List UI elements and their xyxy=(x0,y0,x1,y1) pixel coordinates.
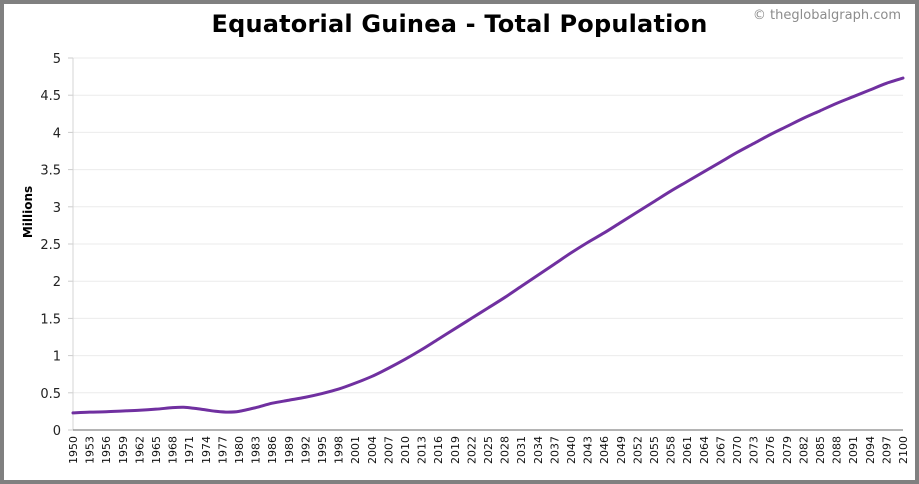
x-tick-label: 1959 xyxy=(117,436,130,464)
x-tick-label: 2052 xyxy=(631,436,644,464)
x-tick-label: 2064 xyxy=(698,436,711,464)
x-tick-label: 1956 xyxy=(100,436,113,464)
x-tick-label: 2070 xyxy=(731,436,744,464)
x-tick-label: 2061 xyxy=(681,436,694,464)
x-tick-label: 2001 xyxy=(349,436,362,464)
x-tick-label: 2049 xyxy=(615,436,628,464)
x-tick-label: 1962 xyxy=(133,436,146,464)
x-tick-label: 2031 xyxy=(515,436,528,464)
x-tick-label: 2088 xyxy=(831,436,844,464)
y-tick-label: 2.5 xyxy=(40,238,61,253)
x-tick-label: 2058 xyxy=(665,436,678,464)
x-tick-label: 1998 xyxy=(333,436,346,464)
x-tick-label: 2073 xyxy=(748,436,761,464)
x-tick-label: 2046 xyxy=(598,436,611,464)
x-tick-label: 1995 xyxy=(316,436,329,464)
x-tick-label: 1953 xyxy=(84,436,97,464)
x-tick-label: 1983 xyxy=(250,436,263,464)
x-tick-label: 2004 xyxy=(366,436,379,464)
y-tick-label: 4.5 xyxy=(40,89,61,104)
x-tick-label: 1989 xyxy=(283,436,296,464)
x-tick-label: 2067 xyxy=(714,436,727,464)
x-tick-label: 1950 xyxy=(67,436,80,464)
y-tick-label: 0 xyxy=(53,424,61,439)
x-axis-ticks: 1950 1953 1956 1959 1962 1965 1968 1971 1974 1977… xyxy=(67,436,910,464)
x-tick-label: 2079 xyxy=(781,436,794,464)
x-tick-label: 2094 xyxy=(864,436,877,464)
x-tick-label: 2085 xyxy=(814,436,827,464)
x-tick-label: 2082 xyxy=(797,436,810,464)
y-tick-label: 5 xyxy=(53,52,61,67)
x-tick-label: 2007 xyxy=(382,436,395,464)
gridlines xyxy=(73,57,903,394)
x-tick-label: 2097 xyxy=(880,436,893,464)
y-tick-label: 1.5 xyxy=(40,312,61,327)
x-tick-label: 2034 xyxy=(532,436,545,464)
y-tick-label: 3 xyxy=(53,201,61,216)
population-line xyxy=(71,76,905,415)
x-tick-label: 1980 xyxy=(233,436,246,464)
x-tick-label: 1965 xyxy=(150,436,163,464)
chart-title: Equatorial Guinea - Total Population xyxy=(211,10,708,38)
x-tick-label: 2043 xyxy=(582,436,595,464)
x-tick-label: 2091 xyxy=(847,436,860,464)
y-tick-label: 1 xyxy=(53,350,61,365)
y-tick-label: 4 xyxy=(53,126,61,141)
x-tick-label: 2025 xyxy=(482,436,495,464)
x-tick-label: 2100 xyxy=(897,436,910,464)
x-tick-label: 2055 xyxy=(648,436,661,464)
y-axis-ticks: 0 0.5 1 1.5 2 2.5 3 3.5 4 4.5 5 xyxy=(40,52,73,439)
x-tick-label: 2010 xyxy=(399,436,412,464)
x-tick-label: 1977 xyxy=(216,436,229,464)
x-tick-label: 2076 xyxy=(764,436,777,464)
x-tick-label: 1974 xyxy=(200,436,213,464)
x-tick-label: 1968 xyxy=(167,436,180,464)
x-tick-label: 1986 xyxy=(266,436,279,464)
y-tick-label: 2 xyxy=(53,275,61,290)
credit-text: © theglobalgraph.com xyxy=(752,8,901,23)
x-tick-label: 2019 xyxy=(449,436,462,464)
x-tick-label: 1971 xyxy=(183,436,196,464)
x-tick-label: 2013 xyxy=(416,436,429,464)
x-tick-label: 2022 xyxy=(465,436,478,464)
x-tick-label: 2037 xyxy=(548,436,561,464)
x-tick-label: 1992 xyxy=(299,436,312,464)
x-tick-label: 2028 xyxy=(499,436,512,464)
x-tick-label: 2016 xyxy=(432,436,445,464)
y-tick-label: 3.5 xyxy=(40,164,61,179)
x-tick-label: 2040 xyxy=(565,436,578,464)
y-tick-label: 0.5 xyxy=(40,387,61,402)
